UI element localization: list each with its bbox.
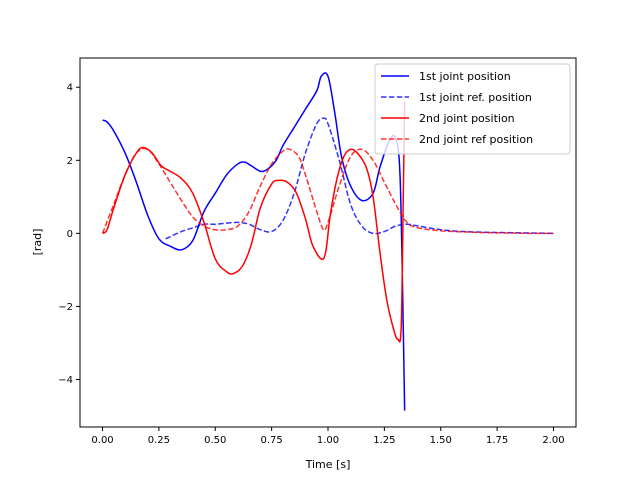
legend-label-2: 1st joint ref. position — [419, 91, 532, 104]
x-tick-label: 1.50 — [430, 435, 452, 446]
plot-area — [101, 72, 554, 411]
legend-label-3: 2nd joint position — [419, 112, 515, 125]
y-tick-label: 0 — [67, 229, 73, 240]
x-tick-label: 1.25 — [373, 435, 395, 446]
legend-box — [374, 63, 571, 155]
y-tick-label: 4 — [67, 83, 73, 94]
series-line-2 — [165, 117, 554, 240]
series-line-4 — [101, 147, 554, 235]
y-axis-ticks: −4 −2 0 2 4 — [58, 83, 80, 386]
x-tick-label: 0.00 — [91, 435, 113, 446]
y-tick-label: 2 — [67, 156, 73, 167]
x-tick-label: 0.75 — [261, 435, 283, 446]
y-tick-label: −2 — [58, 302, 73, 313]
y-tick-label: −4 — [58, 375, 73, 386]
x-tick-label: 0.25 — [148, 435, 170, 446]
x-tick-label: 1.00 — [317, 435, 339, 446]
legend: 1st joint position 1st joint ref. positio… — [374, 63, 571, 155]
x-axis-ticks: 0.00 0.25 0.50 0.75 1.00 1.25 1.50 1.75 2.00 — [91, 427, 565, 446]
x-tick-label: 1.75 — [486, 435, 508, 446]
series-line-1 — [102, 72, 406, 411]
x-tick-label: 2.00 — [542, 435, 564, 446]
legend-label-4: 2nd joint ref position — [419, 133, 533, 146]
x-axis-label: Time [s] — [305, 458, 351, 471]
legend-label-1: 1st joint position — [419, 70, 511, 83]
y-axis-label: [rad] — [31, 229, 44, 256]
x-tick-label: 0.50 — [204, 435, 226, 446]
